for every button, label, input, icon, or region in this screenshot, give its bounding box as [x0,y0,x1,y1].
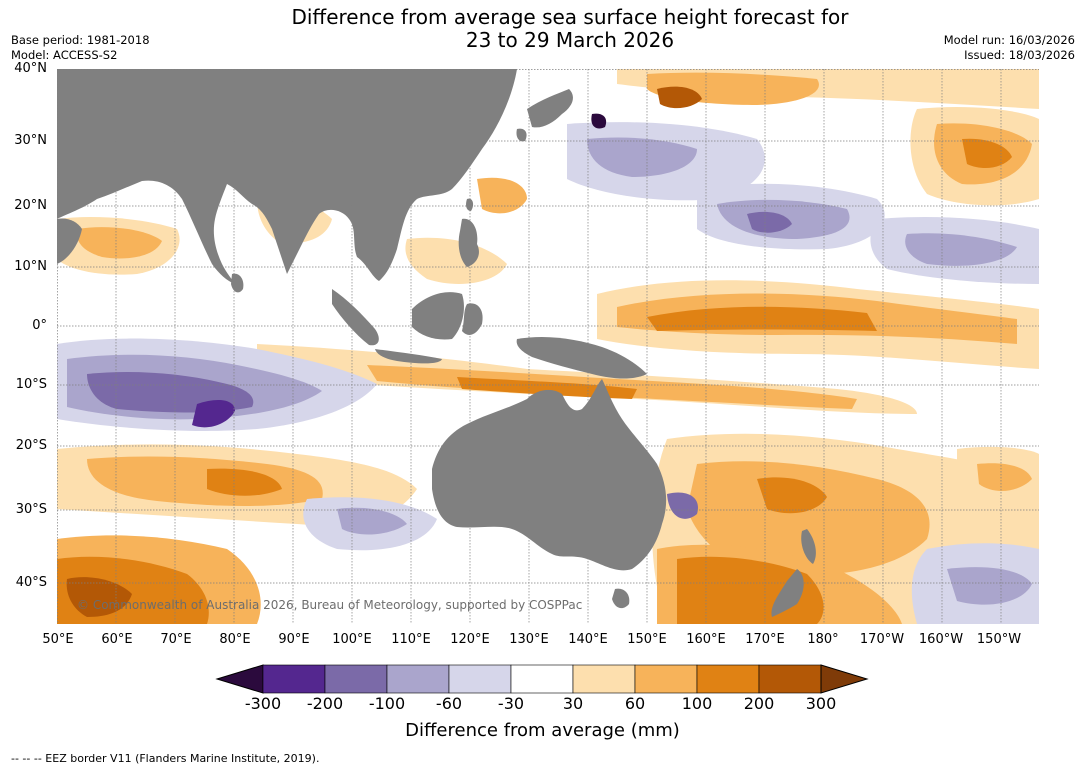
lon-label: 170°W [859,632,905,647]
colorbar-segment [572,664,636,694]
lon-label: 150°W [976,632,1022,647]
base-period: Base period: 1981-2018 [11,33,150,47]
lat-label: 0° [32,318,47,333]
colorbar-segment [262,664,326,694]
lat-label: 20°S [15,438,47,453]
colorbar-tick: -60 [435,694,463,713]
colorbar-segment [324,664,388,694]
lon-label: 90°E [278,632,310,647]
colorbar-title: Difference from average (mm) [405,720,680,741]
lon-label: 170°E [745,632,785,647]
copyright-notice: © Commonwealth of Australia 2026, Bureau… [77,598,583,612]
colorbar-tick: -300 [244,694,282,713]
colorbar-segment [448,664,512,694]
colorbar-tick: -100 [368,694,406,713]
title-line-1: Difference from average sea surface heig… [291,5,849,29]
colorbar-tick: 200 [743,694,775,713]
lon-label: 110°E [391,632,431,647]
colorbar [215,664,869,694]
colorbar-tick: 60 [624,694,646,713]
title-line-2: 23 to 29 March 2026 [465,28,675,52]
colorbar-tick: 100 [681,694,713,713]
model-name: Model: ACCESS-S2 [11,48,118,62]
chart-title: Difference from average sea surface heig… [0,6,1085,52]
lon-label: 120°E [450,632,490,647]
colorbar-tick: 30 [562,694,584,713]
footnote: -- -- -- EEZ border V11 (Flanders Marine… [11,752,320,765]
lon-label: 60°E [101,632,133,647]
colorbar-tick: 300 [805,694,837,713]
lon-label: 160°W [918,632,964,647]
colorbar-segment [510,664,574,694]
lon-label: 130°E [509,632,549,647]
meta-right: Model run: 16/03/2026 Issued: 18/03/2026 [944,33,1075,63]
colorbar-tick: -30 [497,694,525,713]
lat-label: 10°N [14,259,47,274]
graticule [57,69,1039,624]
land-masses [57,69,816,617]
lon-label: 70°E [160,632,192,647]
colorbar-extend-high [820,664,869,694]
colorbar-segment [696,664,760,694]
lat-label: 40°S [15,575,47,590]
colorbar-tick: -200 [306,694,344,713]
colorbar-segment [634,664,698,694]
colorbar-segment [386,664,450,694]
lon-label: 50°E [42,632,74,647]
map-panel [57,69,1039,624]
issued-date: Issued: 18/03/2026 [964,48,1075,62]
lat-label: 40°N [14,61,47,76]
lat-label: 10°S [15,377,47,392]
lon-label: 140°E [568,632,608,647]
lat-label: 20°N [14,198,47,213]
colorbar-extend-low [215,664,264,694]
colorbar-segment [758,664,822,694]
meta-left: Base period: 1981-2018 Model: ACCESS-S2 [11,33,150,63]
lon-label: 100°E [332,632,372,647]
lon-label: 160°E [686,632,726,647]
lon-label: 150°E [627,632,667,647]
lon-label: 180° [807,632,839,647]
lon-label: 80°E [219,632,251,647]
lat-label: 30°S [15,502,47,517]
lat-label: 30°N [14,133,47,148]
model-run: Model run: 16/03/2026 [943,33,1075,47]
